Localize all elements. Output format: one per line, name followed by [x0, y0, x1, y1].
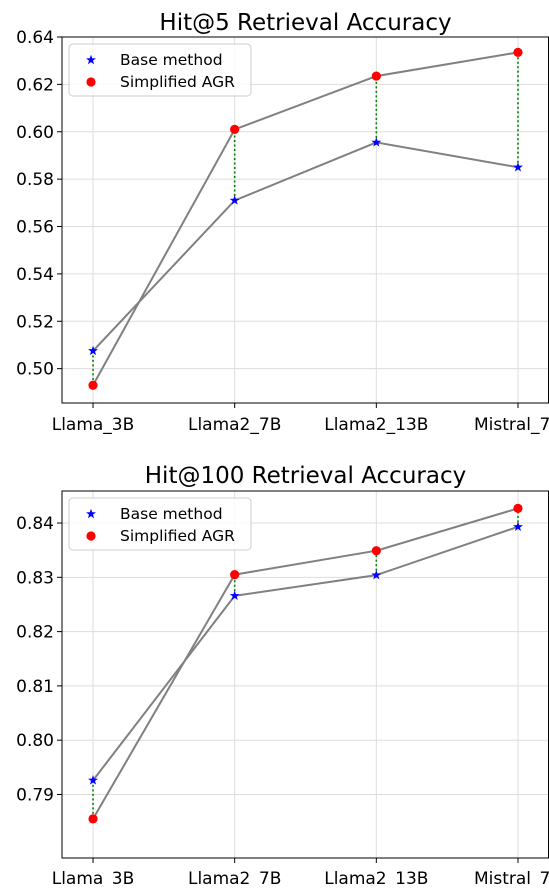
agr-point	[230, 124, 240, 134]
legend-label-agr: Simplified AGR	[120, 527, 235, 545]
chart-panel-1: 0.50 0.52 0.54 0.56 0.58 0.60 0.62 0.64 Llama_3B…	[16, 10, 549, 435]
legend-base-marker	[86, 54, 96, 65]
legend-agr-marker	[86, 77, 96, 87]
legend-label-base: Base method	[120, 505, 223, 523]
y-tick-label: 0.83	[16, 568, 54, 588]
base-point	[88, 345, 98, 356]
agr-point	[88, 814, 98, 824]
y-tick-label: 0.82	[16, 623, 54, 643]
series-line-base	[92, 141, 519, 352]
y-tick-label: 0.56	[16, 218, 54, 238]
chart-panel-2: 0.79 0.80 0.81 0.82 0.83 0.84 Llama_3B Llama2_7…	[16, 463, 549, 889]
base-point	[513, 162, 523, 172]
y-tick-label: 0.62	[16, 75, 54, 95]
base-point	[371, 569, 382, 580]
legend: Base method Simplified AGR	[68, 43, 252, 97]
y-tick-label: 0.64	[16, 28, 54, 48]
legend-label-agr: Simplified AGR	[120, 73, 235, 91]
x-tick-label: Mistral_7B	[474, 415, 549, 435]
x-tick-label: Llama2_13B	[324, 415, 428, 435]
x-tick-label: Llama2_13B	[324, 869, 428, 886]
agr-point	[88, 380, 98, 390]
agr-point	[513, 503, 523, 513]
base-point	[513, 521, 523, 532]
y-tick-label: 0.81	[16, 677, 54, 697]
x-tick-label: Mistral_7B	[474, 869, 549, 886]
series-line-agr	[92, 507, 519, 820]
y-tick-label: 0.80	[16, 731, 54, 751]
agr-point	[230, 570, 240, 580]
legend-label-base: Base method	[120, 51, 223, 69]
chart-title: Hit@5 Retrieval Accuracy	[159, 10, 451, 36]
x-tick-label: Llama2_7B	[188, 415, 281, 435]
base-point	[229, 590, 240, 600]
y-tick-label: 0.79	[16, 785, 54, 805]
series-line-base	[92, 525, 519, 782]
x-tick-label: Llama_3B	[52, 415, 135, 435]
base-point	[371, 137, 382, 147]
y-tick-label: 0.60	[16, 123, 54, 143]
agr-point	[371, 546, 381, 556]
x-tick-label: Llama2_7B	[188, 869, 281, 886]
series-line-agr	[92, 51, 519, 386]
legend-box	[68, 43, 252, 97]
agr-point	[371, 71, 381, 81]
base-point	[88, 775, 98, 785]
legend-base-marker	[86, 508, 96, 519]
chart-title: Hit@100 Retrieval Accuracy	[145, 463, 466, 489]
y-tick-label: 0.52	[16, 312, 54, 332]
y-tick-label: 0.54	[16, 265, 54, 285]
agr-point	[513, 47, 523, 57]
x-tick-label: Llama_3B	[52, 869, 135, 886]
y-tick-label: 0.58	[16, 170, 54, 190]
legend-box	[68, 497, 252, 551]
y-tick-label: 0.50	[16, 360, 54, 380]
base-point	[229, 195, 240, 205]
legend: Base method Simplified AGR	[68, 497, 252, 551]
y-tick-label: 0.84	[16, 514, 54, 534]
legend-agr-marker	[86, 531, 96, 541]
